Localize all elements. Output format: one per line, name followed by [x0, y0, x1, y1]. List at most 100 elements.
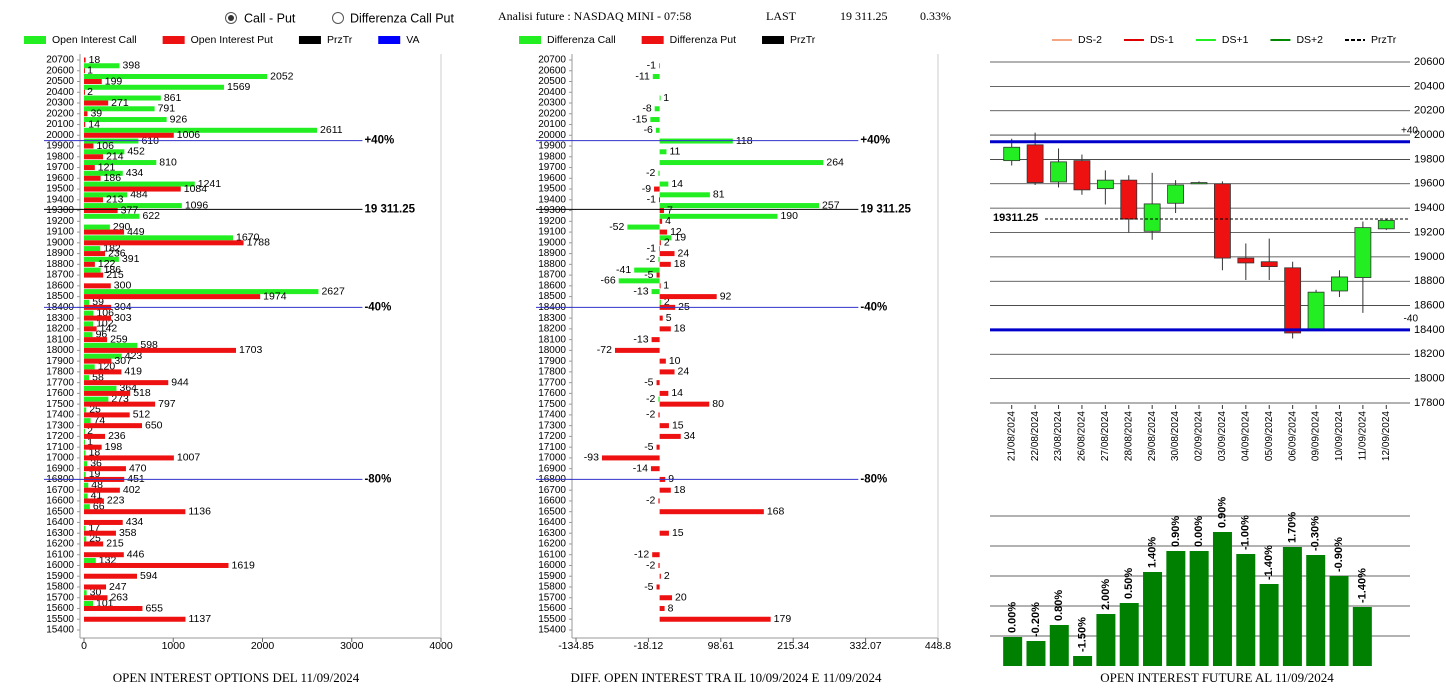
bar [84, 310, 94, 316]
bar [614, 347, 660, 353]
bar [84, 224, 110, 230]
bar [84, 272, 104, 278]
y-tick-label: 19000 [1414, 251, 1445, 263]
x-tick-label: 11/09/2024 [1358, 411, 1369, 461]
bar [84, 525, 86, 531]
y-tick-label: 17000 [46, 453, 74, 464]
bar [656, 380, 660, 386]
value-label: 8 [668, 602, 674, 614]
bar [656, 584, 660, 590]
bar [84, 369, 122, 375]
value-label: 391 [122, 253, 140, 265]
y-tick-label: 17000 [538, 453, 566, 464]
x-tick-label: 10/09/2024 [1334, 411, 1345, 461]
x-tick-label: 1000 [162, 640, 186, 652]
value-label: 142 [100, 323, 118, 335]
bar [84, 552, 124, 558]
ref-label: 19311.25 [993, 212, 1038, 224]
y-tick-label: 20200 [538, 108, 566, 119]
candle-body [1307, 291, 1325, 331]
bar [84, 117, 167, 123]
ref-label: -40% [860, 301, 887, 313]
value-label: 247 [109, 581, 127, 593]
bar [84, 321, 94, 327]
value-label: 122 [98, 258, 116, 270]
bar [84, 407, 87, 413]
y-tick-label: 20400 [1414, 80, 1445, 92]
bar [84, 461, 88, 467]
value-label: 1 [663, 92, 669, 104]
y-tick-label: 15700 [46, 592, 74, 603]
y-tick-label: 18700 [46, 270, 74, 281]
bar [84, 294, 261, 300]
bar [652, 74, 660, 80]
bar [84, 186, 181, 192]
y-tick-label: 16600 [46, 496, 74, 507]
radio[interactable] [332, 12, 344, 24]
value-label: 179 [774, 613, 792, 625]
y-tick-label: 19400 [1414, 202, 1445, 214]
bar [658, 412, 660, 418]
y-tick-label: 15500 [538, 614, 566, 625]
chart-title: OPEN INTEREST FUTURE AL 11/09/2024 [1100, 670, 1334, 685]
value-label: 402 [123, 484, 141, 496]
value-label: 650 [145, 419, 163, 431]
radio-label[interactable]: Differenza Call Put [350, 11, 455, 25]
value-label: -2 [646, 495, 655, 507]
bar [650, 466, 660, 472]
radio-label[interactable]: Call - Put [244, 11, 296, 25]
value-label: -52 [609, 221, 624, 233]
y-tick-label: 20500 [46, 76, 74, 87]
y-tick-label: 18100 [46, 334, 74, 345]
bar [1352, 607, 1372, 666]
bar [84, 562, 229, 568]
value-label: 303 [114, 312, 132, 324]
y-tick-label: 16100 [46, 549, 74, 560]
bar [84, 509, 186, 515]
value-label: 307 [114, 355, 132, 367]
value-label: 18 [674, 258, 686, 270]
bar [84, 401, 156, 407]
bar [84, 122, 86, 128]
bar-label: 2.00% [1100, 579, 1112, 610]
x-tick-label: 4000 [429, 640, 453, 652]
y-tick-label: 18800 [46, 259, 74, 270]
bar [84, 160, 157, 166]
bar [659, 149, 667, 155]
value-label: 12 [670, 226, 682, 238]
y-tick-label: 15600 [538, 603, 566, 614]
value-label: 2611 [320, 124, 343, 136]
value-label: 20 [675, 592, 687, 604]
y-tick-label: 17300 [46, 420, 74, 431]
value-label: 470 [129, 462, 147, 474]
value-label: 2 [664, 296, 670, 308]
bar [659, 595, 673, 601]
bar [659, 390, 669, 396]
y-tick-label: 20000 [46, 130, 74, 141]
y-tick-label: 18000 [1414, 373, 1445, 385]
legend-label: Open Interest Put [191, 34, 273, 46]
bar [84, 127, 318, 133]
y-tick-label: 16700 [538, 485, 566, 496]
bar [84, 315, 112, 321]
bar [658, 256, 660, 262]
value-label: -5 [644, 376, 653, 388]
x-tick-label: 29/08/2024 [1147, 411, 1158, 461]
value-label: 257 [822, 199, 840, 211]
value-label: 1 [87, 436, 93, 448]
legend-swatch [298, 36, 321, 44]
bar [659, 197, 661, 203]
x-tick-label: 30/08/2024 [1170, 411, 1181, 461]
value-label: 1974 [263, 290, 287, 302]
bar [84, 256, 119, 262]
bar [84, 541, 104, 547]
bar [659, 192, 710, 198]
bar [659, 369, 675, 375]
y-tick-label: 16200 [538, 539, 566, 550]
value-label: 5 [666, 312, 672, 324]
y-tick-label: 18800 [1414, 275, 1445, 287]
bar [84, 342, 138, 348]
value-label: 36 [90, 457, 102, 469]
value-label: 926 [170, 113, 188, 125]
value-label: 452 [127, 146, 145, 158]
